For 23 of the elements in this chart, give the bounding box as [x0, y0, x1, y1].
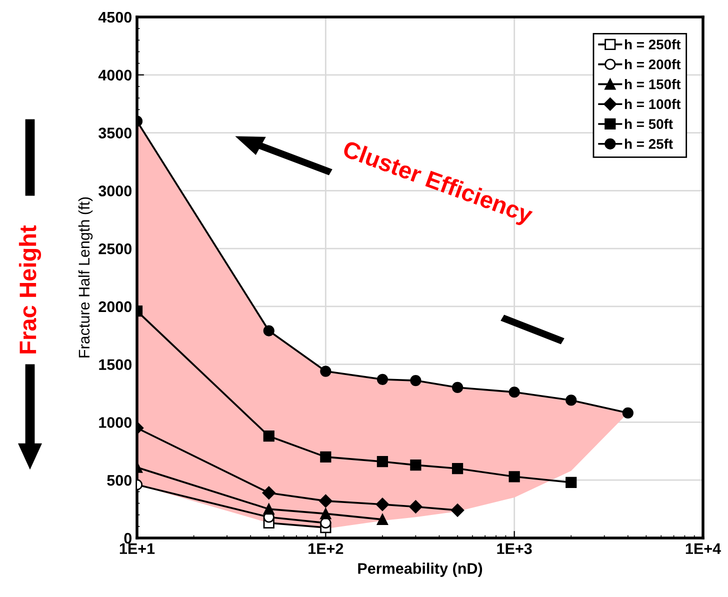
- x-tick-label: 1E+4: [686, 543, 721, 554]
- y-tick-label: 2500: [98, 243, 132, 254]
- y-axis-title: Fracture Half Length (ft): [78, 197, 93, 358]
- legend-label: h = 150ft: [625, 79, 681, 90]
- y-tick-label: 1500: [99, 359, 132, 370]
- y-tick-label: 4500: [98, 12, 132, 23]
- legend-label: h = 200ft: [625, 59, 681, 70]
- y-tick-label: 3500: [98, 128, 132, 138]
- y-tick-label: 500: [107, 474, 132, 486]
- x-tick-label: 1E+1: [120, 543, 155, 554]
- legend-label: h = 25ft: [625, 138, 673, 149]
- y-tick-label: 4000: [98, 70, 132, 81]
- y-tick-label: 3000: [98, 186, 132, 196]
- legend-label: h = 250ft: [625, 39, 681, 50]
- text: Frac Height: [18, 225, 42, 354]
- y-tick-label: 2000: [98, 301, 132, 312]
- y-tick-label: 1000: [99, 417, 132, 428]
- y-tick-label: 0: [124, 532, 132, 544]
- x-axis-title: Permeability (nD): [358, 562, 482, 577]
- legend-label: h = 100ft: [625, 98, 681, 110]
- x-tick-label: 1E+3: [497, 543, 532, 554]
- x-tick-label: 1E+2: [308, 543, 344, 554]
- legend-label: h = 50ft: [625, 118, 673, 129]
